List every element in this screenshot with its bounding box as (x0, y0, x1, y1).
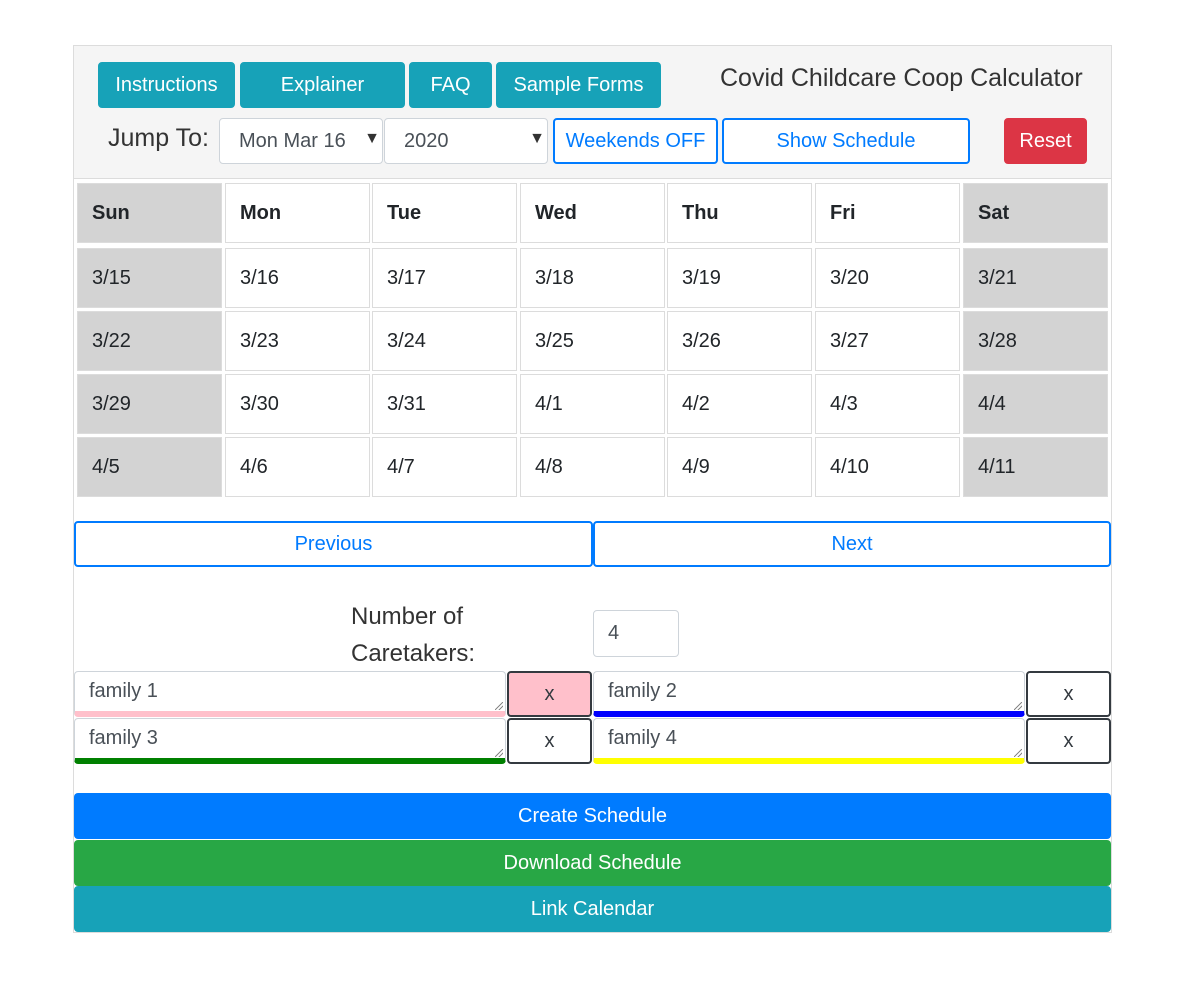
day-header: Fri (815, 183, 960, 243)
previous-button[interactable]: Previous (74, 521, 593, 567)
remove-family-button[interactable]: x (1026, 718, 1111, 764)
calendar-day-cell[interactable]: 3/26 (667, 311, 812, 371)
faq-button[interactable]: FAQ (409, 62, 492, 108)
calendar-day-cell[interactable]: 3/19 (667, 248, 812, 308)
link-calendar-button[interactable]: Link Calendar (74, 886, 1111, 932)
next-button[interactable]: Next (593, 521, 1111, 567)
family-name-field[interactable]: family 3 (74, 718, 506, 764)
instructions-button[interactable]: Instructions (98, 62, 235, 108)
calendar-day-cell[interactable]: 4/10 (815, 437, 960, 497)
download-schedule-button[interactable]: Download Schedule (74, 840, 1111, 886)
calendar-day-cell[interactable]: 3/16 (225, 248, 370, 308)
calendar-day-cell[interactable]: 3/25 (520, 311, 665, 371)
family-name-field[interactable]: family 1 (74, 671, 506, 717)
day-header: Sun (77, 183, 222, 243)
sample-forms-button[interactable]: Sample Forms (496, 62, 661, 108)
reset-button[interactable]: Reset (1004, 118, 1087, 164)
coop-calculator-panel: Instructions Explainer FAQ Sample Forms … (73, 45, 1112, 933)
day-header: Mon (225, 183, 370, 243)
family-name-value: family 4 (608, 727, 677, 749)
calendar-day-cell[interactable]: 4/3 (815, 374, 960, 434)
create-schedule-button[interactable]: Create Schedule (74, 793, 1111, 839)
explainer-button[interactable]: Explainer (240, 62, 405, 108)
calendar-day-cell[interactable]: 4/8 (520, 437, 665, 497)
calendar-day-cell[interactable]: 4/2 (667, 374, 812, 434)
show-schedule-button[interactable]: Show Schedule (722, 118, 970, 164)
family-name-value: family 2 (608, 680, 677, 702)
resize-grip-icon[interactable] (495, 702, 503, 710)
family-name-field[interactable]: family 4 (593, 718, 1025, 764)
calendar-day-cell[interactable]: 3/21 (963, 248, 1108, 308)
calendar-day-cell[interactable]: 3/31 (372, 374, 517, 434)
day-header: Tue (372, 183, 517, 243)
caretakers-label-line1: Number of (351, 603, 464, 630)
jump-to-label: Jump To: (108, 124, 209, 152)
calendar-day-cell[interactable]: 3/28 (963, 311, 1108, 371)
calendar-day-cell[interactable]: 3/27 (815, 311, 960, 371)
date-select-value: Mon Mar 16 (239, 129, 346, 152)
calendar-day-cell[interactable]: 3/23 (225, 311, 370, 371)
calendar-day-cell[interactable]: 3/15 (77, 248, 222, 308)
day-header: Wed (520, 183, 665, 243)
calendar-day-cell[interactable]: 3/20 (815, 248, 960, 308)
family-name-value: family 1 (89, 680, 158, 702)
calendar-day-cell[interactable]: 3/30 (225, 374, 370, 434)
calendar-day-cell[interactable]: 4/4 (963, 374, 1108, 434)
calendar-day-cell[interactable]: 3/24 (372, 311, 517, 371)
family-name-field[interactable]: family 2 (593, 671, 1025, 717)
calendar-day-cell[interactable]: 3/29 (77, 374, 222, 434)
calendar-day-cell[interactable]: 4/11 (963, 437, 1108, 497)
day-header: Thu (667, 183, 812, 243)
remove-family-button[interactable]: x (507, 671, 592, 717)
caretakers-label: Number of Caretakers: (351, 598, 475, 672)
calendar-day-cell[interactable]: 3/17 (372, 248, 517, 308)
date-select[interactable]: Mon Mar 16 ▼ (219, 118, 383, 164)
caretakers-count-input[interactable]: 4 (593, 610, 679, 657)
caretakers-label-line2: Caretakers: (351, 640, 476, 667)
weekends-toggle-button[interactable]: Weekends OFF (553, 118, 718, 164)
day-header: Sat (963, 183, 1108, 243)
family-name-value: family 3 (89, 727, 158, 749)
resize-grip-icon[interactable] (495, 749, 503, 757)
app-title: Covid Childcare Coop Calculator (720, 64, 1083, 92)
year-select-value: 2020 (404, 129, 449, 152)
caret-down-icon: ▼ (529, 130, 545, 147)
remove-family-button[interactable]: x (1026, 671, 1111, 717)
resize-grip-icon[interactable] (1014, 702, 1022, 710)
calendar-day-cell[interactable]: 3/18 (520, 248, 665, 308)
caret-down-icon: ▼ (364, 130, 380, 147)
calendar-day-cell[interactable]: 4/6 (225, 437, 370, 497)
calendar-day-cell[interactable]: 4/7 (372, 437, 517, 497)
calendar-day-cell[interactable]: 4/9 (667, 437, 812, 497)
calendar-day-cell[interactable]: 3/22 (77, 311, 222, 371)
calendar-day-cell[interactable]: 4/1 (520, 374, 665, 434)
year-select[interactable]: 2020 ▼ (384, 118, 548, 164)
resize-grip-icon[interactable] (1014, 749, 1022, 757)
calendar-grid: Sun Mon Tue Wed Thu Fri Sat 3/15 3/16 3/17 3/18 3/1… (74, 180, 1111, 500)
calendar-day-cell[interactable]: 4/5 (77, 437, 222, 497)
remove-family-button[interactable]: x (507, 718, 592, 764)
header-toolbar: Instructions Explainer FAQ Sample Forms … (74, 46, 1111, 179)
